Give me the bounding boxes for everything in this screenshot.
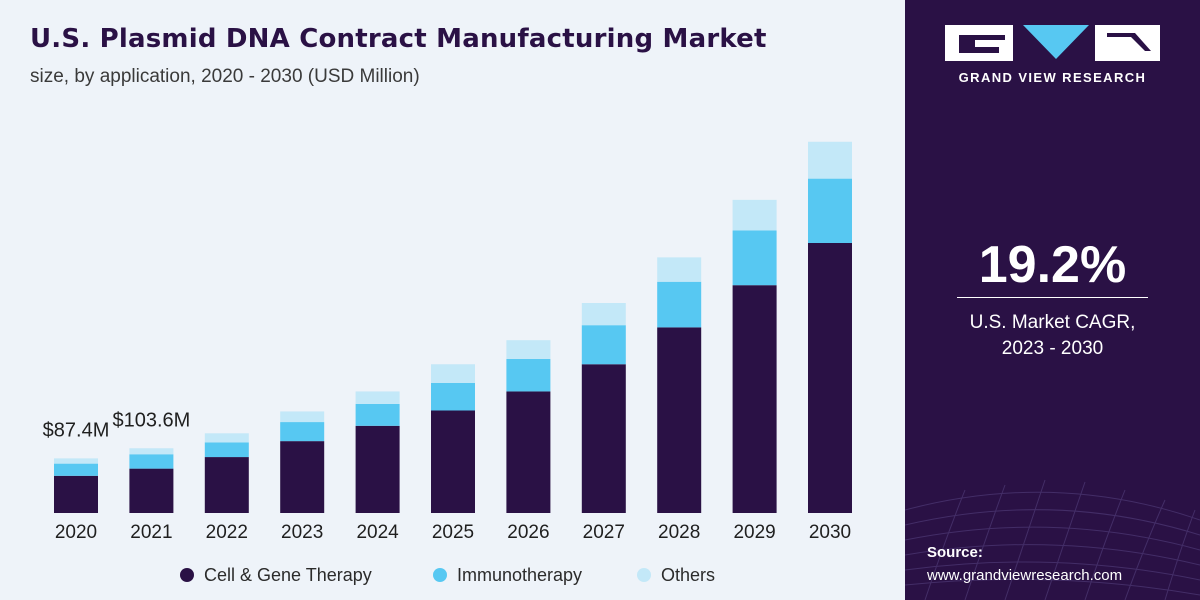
bar-segment-2029-s0 [732,285,777,513]
bar-segment-2028-s0 [657,327,702,513]
bar-segment-2020-s2 [54,458,98,464]
bar-segment-2027-s2 [581,303,626,326]
bar-segment-2029-s2 [732,199,777,231]
bar-segment-2027-s0 [581,364,626,513]
bar-segment-2022-s0 [204,457,249,513]
x-tick-label-2026: 2026 [507,522,549,543]
cagr-divider [957,297,1148,298]
x-tick-label-2024: 2024 [356,522,399,543]
bar-segment-2021-s1 [129,454,174,469]
bar-segment-2030-s2 [808,141,852,179]
bar-segment-2023-s2 [280,411,325,423]
bar-segment-2020-s0 [54,475,98,513]
x-tick-label-2029: 2029 [733,522,775,543]
x-tick-label-2028: 2028 [658,522,700,543]
source-title: Source: [927,544,983,561]
bar-segment-2022-s1 [204,442,249,458]
legend-label-s0: Cell & Gene Therapy [204,565,372,585]
cagr-label: U.S. Market CAGR, 2023 - 2030 [905,310,1200,362]
bar-segment-2023-s1 [280,422,325,442]
chart-subtitle: size, by application, 2020 - 2030 (USD M… [30,66,420,87]
bar-segment-2028-s2 [657,257,702,282]
data-label-2021: $103.6M [112,409,190,431]
brand-name: GRAND VIEW RESEARCH [958,70,1147,85]
bar-segment-2022-s2 [204,433,249,443]
chart-title: U.S. Plasmid DNA Contract Manufacturing … [30,24,767,54]
bar-segment-2026-s0 [506,391,551,513]
bar-segment-2026-s1 [506,358,551,392]
bar-segment-2029-s1 [732,230,777,286]
cagr-label-line1: U.S. Market CAGR, [969,312,1136,333]
bar-segment-2020-s1 [54,463,98,476]
bar-segment-2030-s0 [808,243,852,513]
x-tick-label-2020: 2020 [55,522,97,543]
bar-segment-2025-s2 [431,364,475,383]
data-label-2020: $87.4M [43,419,110,441]
bar-segment-2021-s0 [129,468,174,513]
bar-segment-2028-s1 [657,281,702,328]
chart-panel: U.S. Plasmid DNA Contract Manufacturing … [0,0,905,600]
legend-label-s2: Others [661,565,715,585]
grand-view-research-logo-icon [945,25,1160,61]
legend-marker-s0 [180,568,194,582]
bar-segment-2023-s0 [280,441,325,513]
bar-segment-2024-s2 [355,391,400,404]
legend-marker-s2 [637,568,651,582]
legend-label-s1: Immunotherapy [457,565,582,585]
cagr-value: 19.2% [978,236,1127,294]
x-tick-label-2023: 2023 [281,522,323,543]
bar-segment-2027-s1 [581,325,626,365]
x-tick-label-2030: 2030 [809,522,851,543]
x-tick-label-2025: 2025 [432,522,474,543]
x-tick-label-2021: 2021 [130,522,172,543]
bar-segment-2024-s0 [355,425,400,513]
legend-marker-s1 [433,568,447,582]
bar-segment-2024-s1 [355,403,400,426]
bar-segment-2025-s1 [431,383,475,411]
x-tick-label-2027: 2027 [583,522,625,543]
bar-segment-2030-s1 [808,178,852,243]
brand-panel: GRAND VIEW RESEARCH 19.2% U.S. Market CA… [905,0,1200,600]
cagr-label-line2: 2023 - 2030 [1001,338,1104,359]
bar-segment-2025-s0 [431,410,475,513]
bar-segment-2026-s2 [506,340,551,359]
stacked-bar-chart: 2020 2021 2022 2023 2024 2025 2026 2027 2028 2029… [43,141,852,585]
source-url: www.grandviewresearch.com [927,567,1123,584]
bar-segment-2021-s2 [129,448,174,455]
x-tick-label-2022: 2022 [206,522,248,543]
wireframe-grid-graphic [905,479,1200,600]
